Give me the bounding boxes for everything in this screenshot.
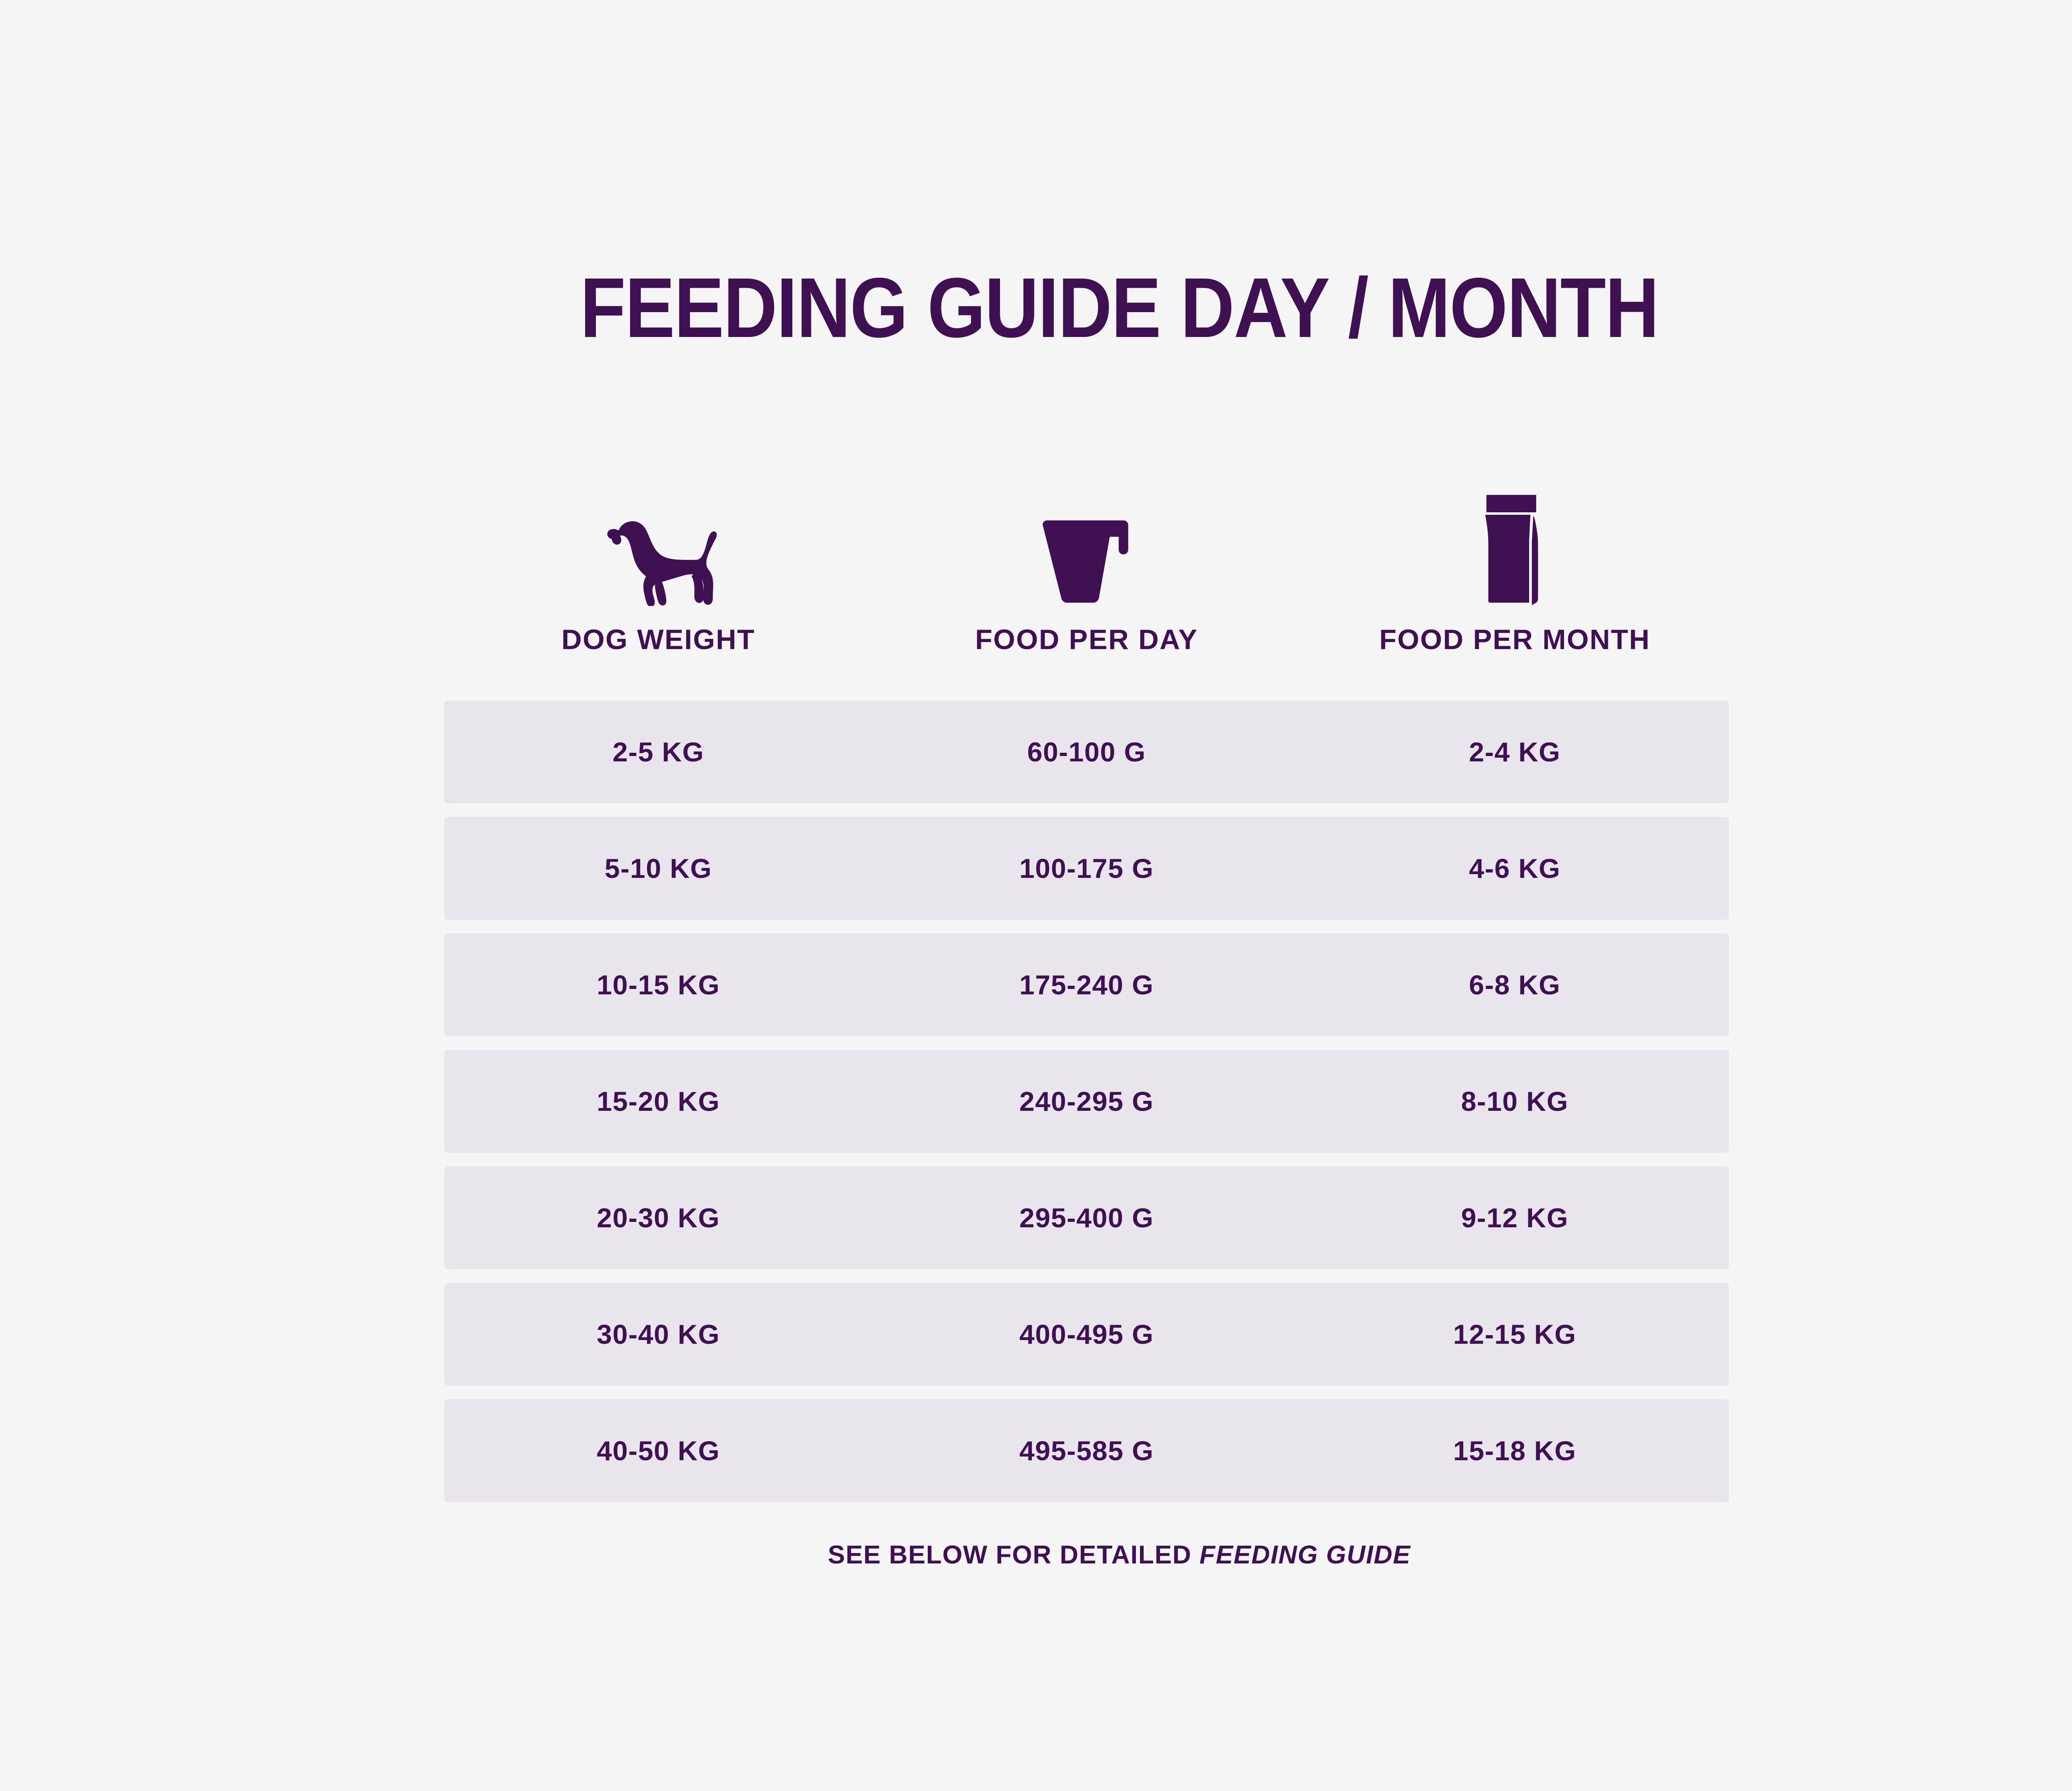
column-label-food-per-day: FOOD PER DAY <box>975 624 1198 655</box>
cell-food-per-month: 12-15 KG <box>1453 1319 1576 1350</box>
cell-dog-weight: 10-15 KG <box>596 969 720 1000</box>
cell-food-per-day: 175-240 G <box>1019 969 1154 1000</box>
cell-food-per-month: 8-10 KG <box>1461 1086 1569 1117</box>
cell-food-per-month: 6-8 KG <box>1469 969 1561 1000</box>
table-row: 10-15 KG 175-240 G 6-8 KG <box>444 933 1729 1036</box>
cell-food-per-month: 2-4 KG <box>1469 737 1561 767</box>
page-title: FEEDING GUIDE DAY / MONTH <box>580 260 1659 355</box>
column-label-food-per-month: FOOD PER MONTH <box>1379 624 1651 655</box>
food-bag-icon-wrapper <box>1470 444 1559 606</box>
dog-icon <box>607 521 717 606</box>
table-row: 5-10 KG 100-175 G 4-6 KG <box>444 817 1729 920</box>
cell-food-per-month: 9-12 KG <box>1461 1202 1569 1233</box>
cell-dog-weight: 30-40 KG <box>596 1319 720 1350</box>
table-row: 40-50 KG 495-585 G 15-18 KG <box>444 1399 1729 1502</box>
footer-note-prefix: SEE BELOW FOR DETAILED <box>828 1541 1200 1569</box>
food-bag-icon <box>1485 495 1538 605</box>
table-row: 20-30 KG 295-400 G 9-12 KG <box>444 1166 1729 1269</box>
column-header-food-per-day: FOOD PER DAY <box>872 431 1300 655</box>
column-header-dog-weight: DOG WEIGHT <box>444 431 872 655</box>
cell-food-per-day: 495-585 G <box>1019 1435 1154 1466</box>
cell-food-per-month: 4-6 KG <box>1469 853 1561 884</box>
measuring-cup-icon-wrapper <box>1037 444 1136 606</box>
dog-icon-wrapper <box>596 444 721 606</box>
cell-food-per-day: 400-495 G <box>1019 1319 1154 1350</box>
cell-food-per-day: 60-100 G <box>1027 737 1146 767</box>
feeding-guide-table: 2-5 KG 60-100 G 2-4 KG 5-10 KG 100-175 G… <box>444 700 1729 1502</box>
cell-dog-weight: 15-20 KG <box>596 1086 720 1117</box>
column-header-food-per-month: FOOD PER MONTH <box>1301 431 1729 655</box>
footer-note: SEE BELOW FOR DETAILED FEEDING GUIDE <box>0 1540 2072 1570</box>
cell-food-per-day: 100-175 G <box>1019 853 1154 884</box>
cell-dog-weight: 40-50 KG <box>596 1435 720 1466</box>
table-row: 30-40 KG 400-495 G 12-15 KG <box>444 1283 1729 1386</box>
table-header: DOG WEIGHT FOOD PER DAY F <box>444 431 1729 655</box>
footer-note-emphasis: FEEDING GUIDE <box>1199 1541 1411 1569</box>
cell-food-per-month: 15-18 KG <box>1453 1435 1576 1466</box>
cell-food-per-day: 295-400 G <box>1019 1202 1154 1233</box>
column-label-dog-weight: DOG WEIGHT <box>561 624 755 655</box>
measuring-cup-icon <box>1042 520 1128 603</box>
table-row: 15-20 KG 240-295 G 8-10 KG <box>444 1050 1729 1153</box>
cell-dog-weight: 2-5 KG <box>612 737 704 767</box>
cell-dog-weight: 20-30 KG <box>596 1202 720 1233</box>
cell-food-per-day: 240-295 G <box>1019 1086 1154 1117</box>
table-row: 2-5 KG 60-100 G 2-4 KG <box>444 700 1729 803</box>
cell-dog-weight: 5-10 KG <box>605 853 712 884</box>
